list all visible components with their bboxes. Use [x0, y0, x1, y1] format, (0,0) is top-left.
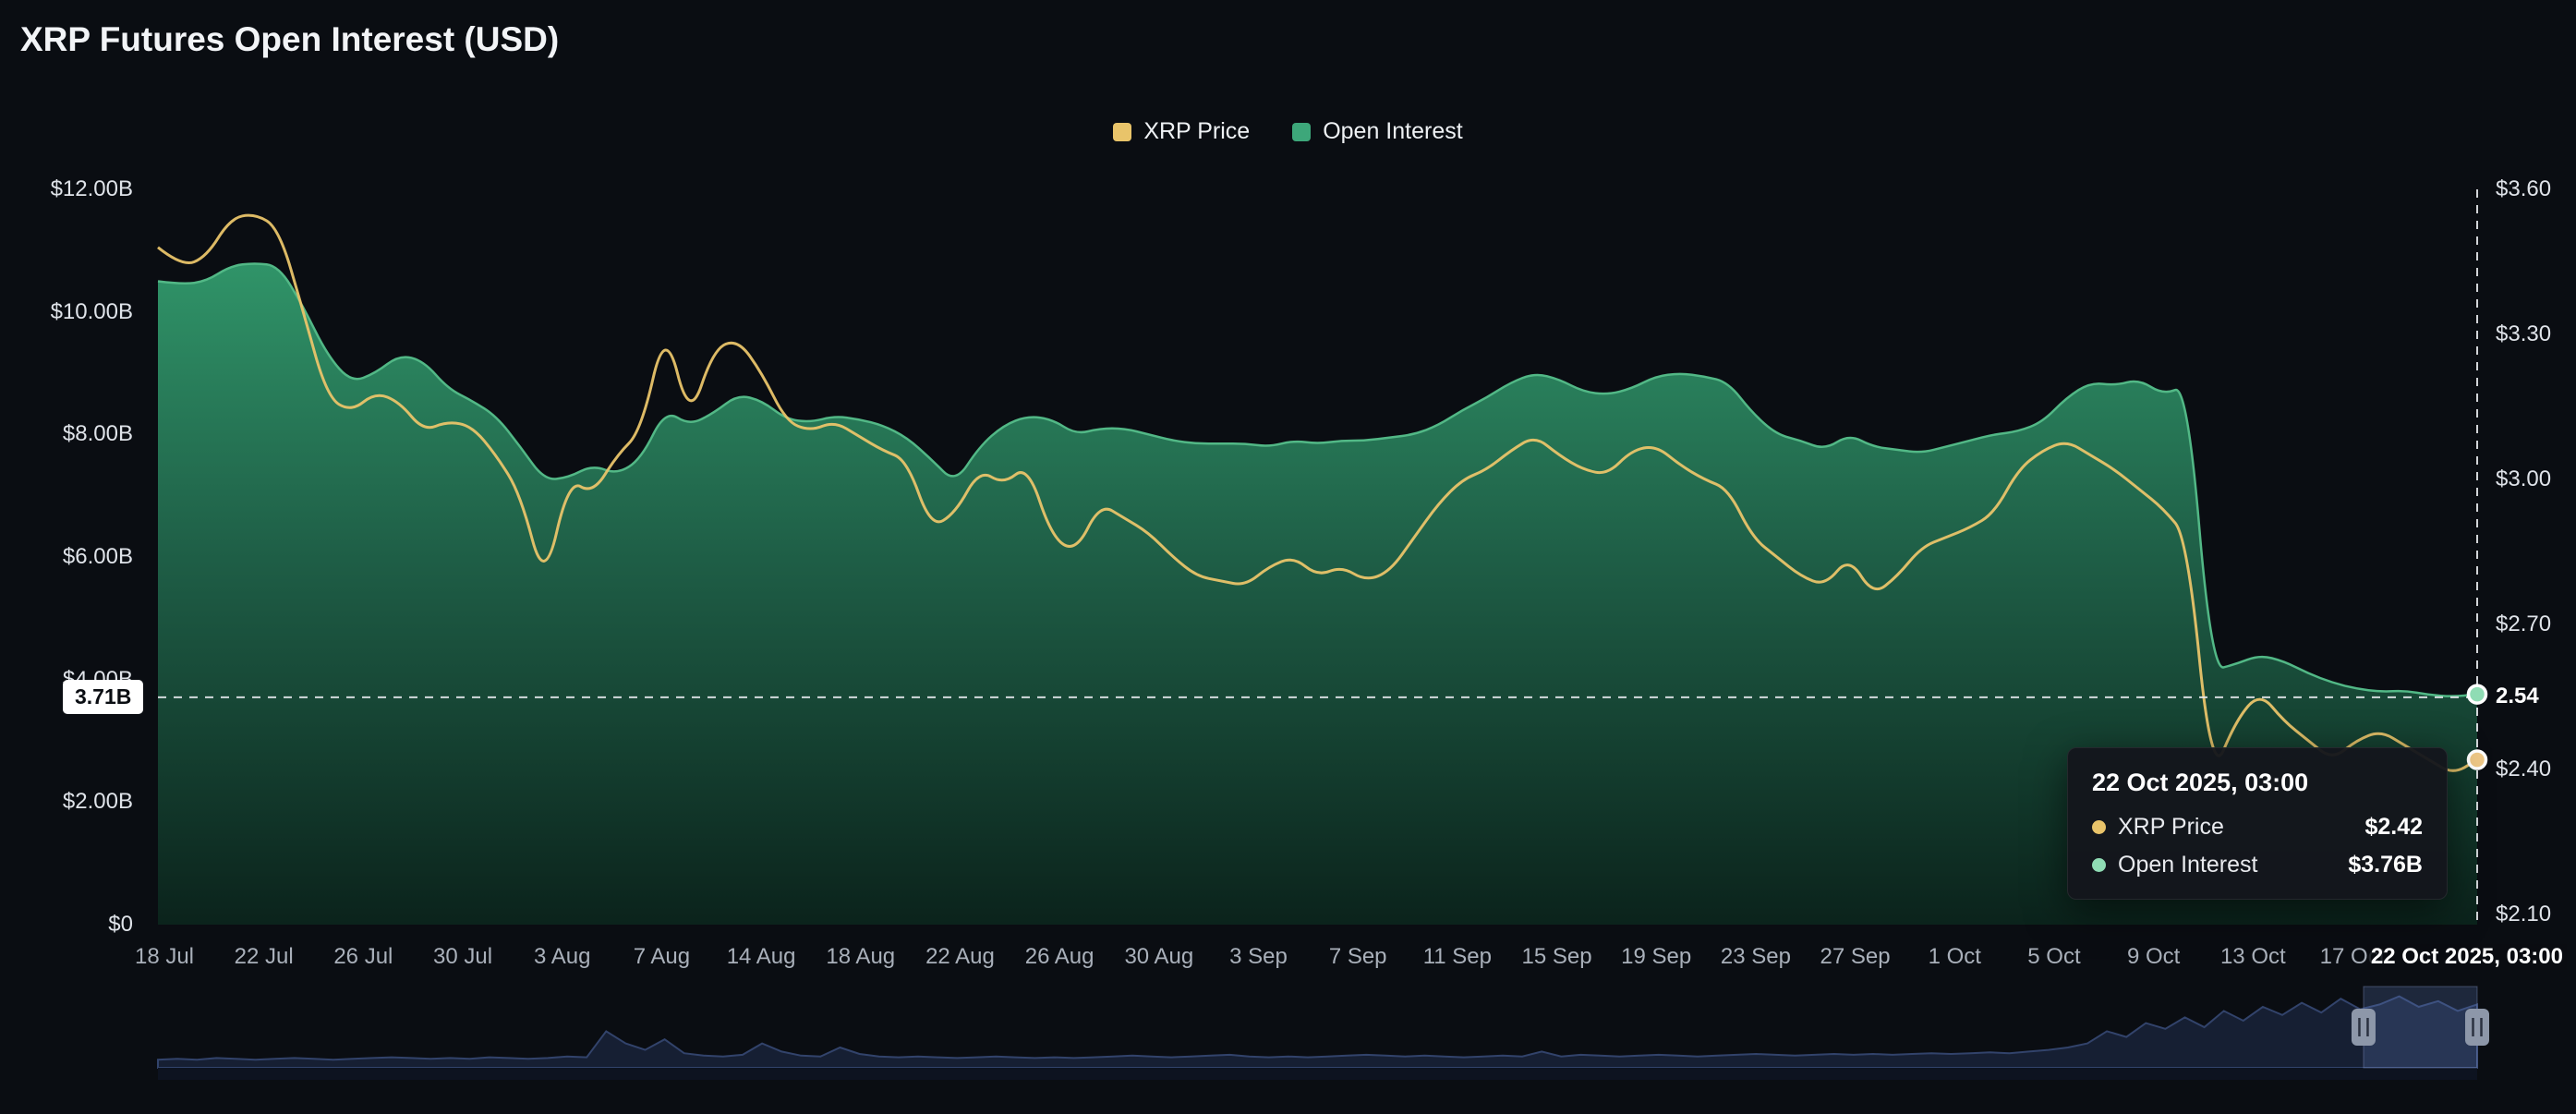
- crosshair-price-label: 2.54: [2496, 684, 2539, 709]
- navigator-area[interactable]: [158, 997, 2477, 1068]
- left-axis-tick: $8.00B: [0, 421, 133, 447]
- open-interest-swatch-icon: [1292, 123, 1311, 141]
- right-axis-tick: $2.10: [2496, 902, 2551, 927]
- left-axis-tick: $6.00B: [0, 544, 133, 570]
- right-axis-tick: $3.30: [2496, 321, 2551, 347]
- legend-item-open-interest[interactable]: Open Interest: [1292, 118, 1462, 145]
- nav-handle-left[interactable]: [2352, 1009, 2376, 1046]
- right-axis-tick: $3.60: [2496, 176, 2551, 202]
- price-dot-icon: [2092, 820, 2106, 834]
- legend-item-xrp-price[interactable]: XRP Price: [1113, 118, 1250, 145]
- xrp-price-swatch-icon: [1113, 123, 1131, 141]
- legend-label-xrp-price: XRP Price: [1143, 118, 1250, 145]
- tooltip-row-price: XRP Price $2.42: [2092, 814, 2423, 841]
- open-interest-end-dot: [2469, 685, 2486, 703]
- left-axis-tick: $12.00B: [0, 176, 133, 202]
- tooltip-oi-value: $3.76B: [2348, 852, 2423, 878]
- xrp-price-end-dot: [2469, 751, 2486, 769]
- right-axis-tick: $2.70: [2496, 611, 2551, 637]
- right-axis-tick: $3.00: [2496, 466, 2551, 492]
- crosshair-oi-label: 3.71B: [63, 680, 143, 714]
- tooltip-price-label: XRP Price: [2118, 814, 2224, 841]
- tooltip: 22 Oct 2025, 03:00 XRP Price $2.42 Open …: [2067, 747, 2448, 900]
- nav-handle-right[interactable]: [2465, 1009, 2489, 1046]
- open-interest-dot-icon: [2092, 858, 2106, 872]
- tooltip-row-open-interest: Open Interest $3.76B: [2092, 852, 2423, 878]
- tooltip-title: 22 Oct 2025, 03:00: [2092, 769, 2423, 797]
- legend: XRP Price Open Interest: [0, 118, 2576, 145]
- left-axis-tick: $10.00B: [0, 299, 133, 325]
- navigator-selection[interactable]: [2364, 987, 2477, 1068]
- tooltip-oi-label: Open Interest: [2118, 852, 2257, 878]
- crosshair-date-label: 22 Oct 2025, 03:00: [2367, 944, 2567, 970]
- legend-label-open-interest: Open Interest: [1323, 118, 1462, 145]
- right-axis-tick: $2.40: [2496, 757, 2551, 782]
- left-axis-tick: $2.00B: [0, 789, 133, 815]
- left-axis-tick: $0: [0, 912, 133, 938]
- navigator-baseline-strip: [158, 1068, 2477, 1080]
- tooltip-price-value: $2.42: [2364, 814, 2423, 841]
